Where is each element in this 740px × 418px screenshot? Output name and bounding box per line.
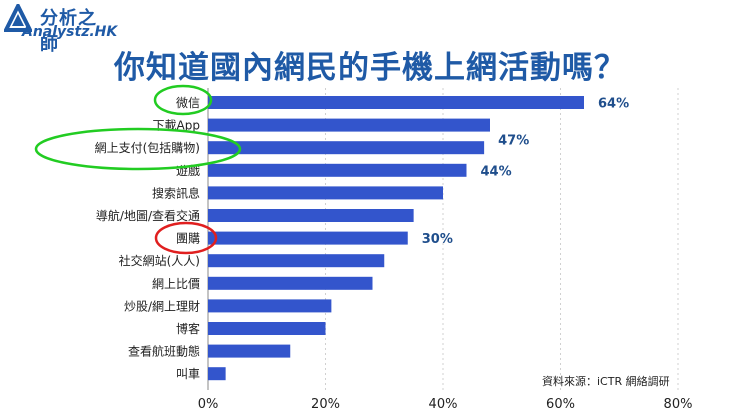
- bar: [208, 186, 443, 200]
- chart-title: 你知道國內網民的手機上網活動嗎？: [114, 50, 626, 86]
- bar: [208, 118, 490, 132]
- category-label: 網上支付(包括購物): [95, 140, 200, 155]
- logo-triangle-icon: [4, 4, 32, 32]
- highlight-ellipse: [153, 84, 213, 116]
- data-label: 64%: [598, 97, 629, 112]
- highlight-ellipse: [154, 221, 218, 255]
- x-tick-label: 20%: [311, 397, 340, 412]
- bar: [208, 344, 291, 358]
- brand-logo: 分析之師 Analystz.HK: [4, 2, 117, 55]
- category-label: 團購: [176, 232, 200, 246]
- x-tick-label: 60%: [546, 397, 575, 412]
- category-label: 博客: [176, 321, 200, 336]
- bar: [208, 231, 408, 245]
- data-label: 47%: [498, 134, 529, 149]
- bar: [208, 254, 385, 268]
- category-label: 炒股/網上理財: [124, 298, 200, 313]
- logo-chinese-text: 分析之師: [40, 8, 97, 55]
- bar: [208, 276, 373, 290]
- highlight-ellipse: [34, 127, 242, 171]
- category-label: 導航/地圖/查看交通: [96, 208, 200, 223]
- bar: [208, 141, 485, 155]
- x-tick-label: 80%: [664, 397, 693, 412]
- category-label: 微信: [176, 96, 200, 110]
- bar: [208, 367, 226, 381]
- bar: [208, 322, 326, 335]
- logo-english-text: Analystz.HK: [22, 24, 118, 40]
- category-label: 搜索訊息: [152, 185, 200, 200]
- category-label: 網上比價: [152, 277, 200, 291]
- source-note: 資料來源：iCTR 網絡調研: [542, 375, 670, 388]
- bar: [208, 96, 584, 109]
- bar: [208, 209, 414, 222]
- bar: [208, 163, 467, 177]
- x-tick-label: 40%: [429, 397, 458, 412]
- x-tick-label: 0%: [198, 397, 219, 412]
- category-label: 查看航班動態: [128, 344, 200, 359]
- data-label: 30%: [422, 232, 453, 247]
- data-label: 44%: [481, 164, 512, 179]
- category-label: 叫車: [176, 367, 200, 381]
- category-label: 社交網站(人人): [119, 253, 200, 268]
- bar: [208, 299, 332, 313]
